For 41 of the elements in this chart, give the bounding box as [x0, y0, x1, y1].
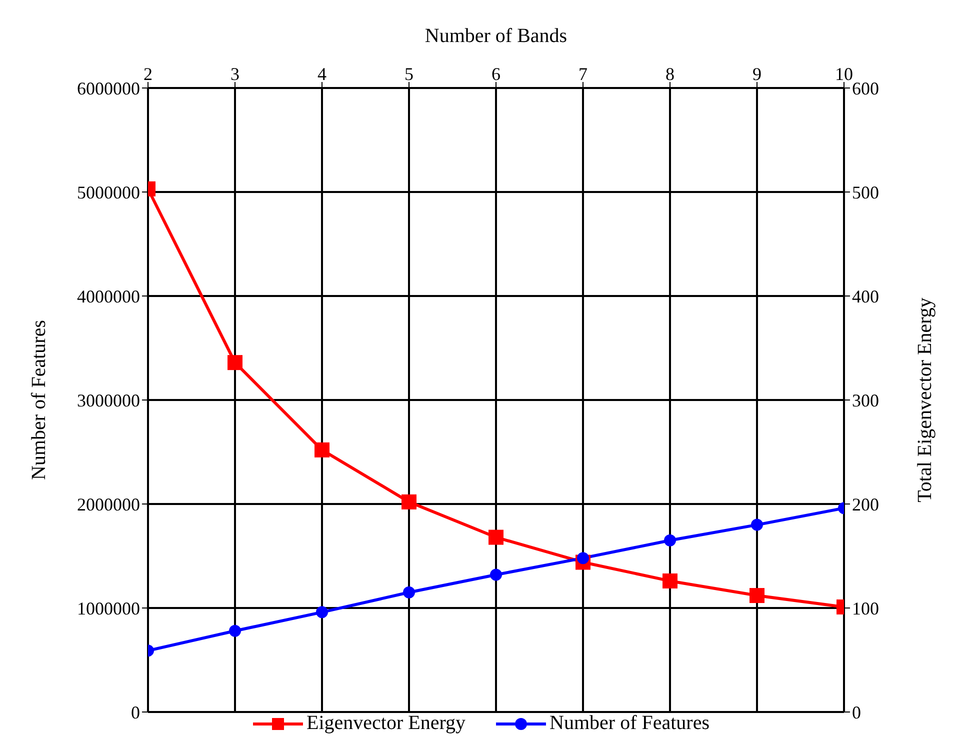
y2-tick-label: 100 — [852, 598, 879, 618]
point — [664, 534, 676, 546]
x-tick-label: 5 — [404, 64, 414, 84]
y-tick-label: 2000000 — [77, 494, 140, 514]
x-tick-label: 10 — [835, 64, 853, 84]
point — [662, 573, 678, 588]
y2-tick-label: 300 — [852, 390, 879, 410]
point — [577, 552, 589, 564]
point — [314, 442, 330, 458]
point — [403, 586, 415, 598]
point — [228, 355, 242, 370]
y-tick-label: 5000000 — [77, 182, 140, 202]
y2-axis-title: Total Eigenvector Energy — [914, 298, 936, 502]
y2-tick-label: 0 — [852, 702, 861, 722]
y-axis-title: Number of Features — [28, 320, 50, 480]
point — [316, 606, 328, 618]
y-tick-label: 1000000 — [77, 598, 140, 618]
y2-tick-label: 400 — [852, 286, 879, 306]
point — [488, 530, 504, 545]
x-tick-label: 7 — [578, 64, 588, 84]
x-tick-label: 9 — [752, 64, 762, 84]
y-tick-label: 6000000 — [77, 78, 140, 98]
point — [490, 568, 502, 581]
y-tick-label: 0 — [131, 702, 140, 722]
y2-tick-label: 600 — [852, 78, 879, 98]
legend-label: Number of Features — [548, 712, 710, 735]
legend-label: Eigenvector Energy — [306, 712, 466, 735]
y-tick-label: 3000000 — [77, 390, 140, 410]
x-tick-label: 2 — [144, 64, 152, 84]
x-tick-label: 3 — [230, 64, 240, 84]
x-tick-label: 6 — [492, 64, 500, 84]
x-axis-title: Number of Bands — [424, 25, 568, 48]
x-tick-label: 4 — [318, 64, 326, 84]
y-tick-label: 4000000 — [77, 286, 140, 306]
y2-tick-label: 200 — [852, 494, 879, 514]
point — [229, 624, 241, 637]
x-tick-label: 8 — [666, 64, 674, 84]
point — [402, 494, 416, 510]
y2-tick-label: 500 — [852, 182, 879, 202]
point — [751, 518, 763, 531]
point — [750, 588, 764, 604]
